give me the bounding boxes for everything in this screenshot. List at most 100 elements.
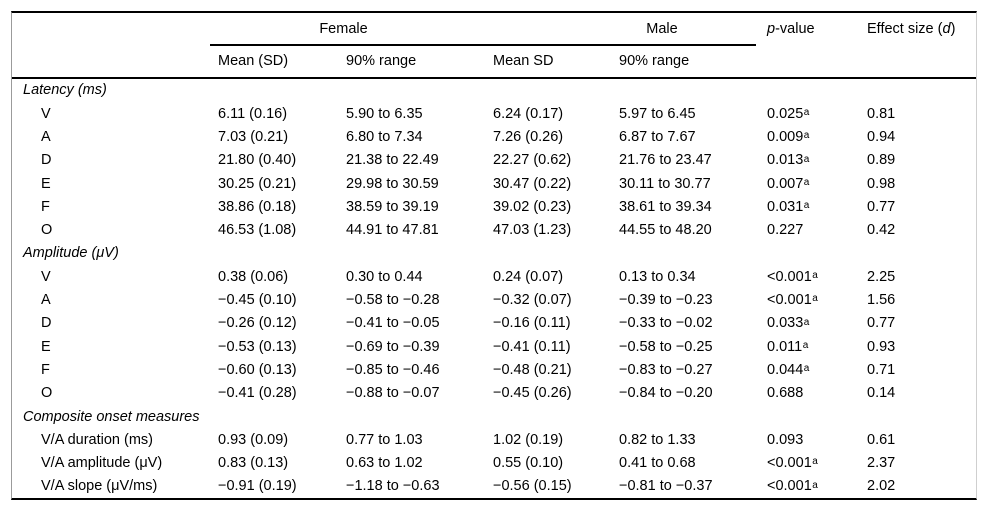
table-row: V/A duration (ms) 0.93 (0.09) 0.77 to 1.03… xyxy=(12,428,976,451)
p-value: 0.093 xyxy=(767,431,804,448)
female-mean-sd: −0.60 (0.13) xyxy=(218,361,297,378)
male-range: 0.13 to 0.34 xyxy=(619,268,696,285)
female-mean-sd: 30.25 (0.21) xyxy=(218,175,297,192)
p-value-header-rest: -value xyxy=(775,21,815,38)
female-mean-sd: −0.45 (0.10) xyxy=(218,292,297,309)
header-spacer xyxy=(767,46,867,77)
effect-size: 1.56 xyxy=(867,292,896,309)
effect-size-header: Effect size (d) xyxy=(867,13,976,46)
row-label: E xyxy=(41,338,51,355)
header-spacer xyxy=(12,13,218,46)
female-mean-sd: 0.83 (0.13) xyxy=(218,455,289,472)
male-range: 30.11 to 30.77 xyxy=(619,175,711,192)
row-label: D xyxy=(41,315,52,332)
male-mean-sd: 6.24 (0.17) xyxy=(493,105,564,122)
table-row: V 6.11 (0.16) 5.90 to 6.35 6.24 (0.17) 5.97 … xyxy=(12,102,976,125)
section-row: Latency (ms) xyxy=(12,79,976,102)
section-label: Composite onset measures xyxy=(23,408,200,425)
table-row: D 21.80 (0.40) 21.38 to 22.49 22.27 (0.62) 2… xyxy=(12,149,976,172)
male-mean-sd: −0.48 (0.21) xyxy=(493,361,572,378)
male-mean-sd: 0.24 (0.07) xyxy=(493,268,564,285)
table-row: E 30.25 (0.21) 29.98 to 30.59 30.47 (0.22) 3… xyxy=(12,172,976,195)
male-mean-sd: −0.41 (0.11) xyxy=(493,338,571,355)
effect-size: 2.25 xyxy=(867,268,896,285)
table-row: F −0.60 (0.13) −0.85 to −0.46 −0.48 (0.21) −… xyxy=(12,359,976,382)
header-sub-row: Mean (SD) 90% range Mean SD 90% range xyxy=(12,46,976,79)
male-range: −0.83 to −0.27 xyxy=(619,361,713,378)
effect-size: 0.98 xyxy=(867,175,896,192)
male-range: 0.82 to 1.33 xyxy=(619,431,696,448)
male-range: −0.81 to −0.37 xyxy=(619,478,713,495)
section-row: Amplitude (μV) xyxy=(12,242,976,265)
table-row: V 0.38 (0.06) 0.30 to 0.44 0.24 (0.07) 0.13 … xyxy=(12,265,976,288)
male-range: 21.76 to 23.47 xyxy=(619,152,712,169)
male-mean-sd: 47.03 (1.23) xyxy=(493,222,572,239)
male-mean-sd: 22.27 (0.62) xyxy=(493,152,572,169)
table-row: A 7.03 (0.21) 6.80 to 7.34 7.26 (0.26) 6.87 … xyxy=(12,126,976,149)
female-range: 0.77 to 1.03 xyxy=(346,431,423,448)
table-row: E −0.53 (0.13) −0.69 to −0.39 −0.41 (0.11) −… xyxy=(12,335,976,358)
p-value-header-italic: p xyxy=(767,21,776,38)
female-mean-sd: 21.80 (0.40) xyxy=(218,152,297,169)
male-range: −0.33 to −0.02 xyxy=(619,315,713,332)
row-label: V xyxy=(41,105,51,122)
female-range: 0.30 to 0.44 xyxy=(346,268,423,285)
male-mean-sd-header: Mean SD xyxy=(493,53,554,70)
header-spacer xyxy=(867,46,976,77)
row-label: F xyxy=(41,198,50,215)
row-label: V/A duration (ms) xyxy=(41,431,154,448)
female-range: −0.41 to −0.05 xyxy=(346,315,440,332)
female-mean-sd: 6.11 (0.16) xyxy=(218,105,288,122)
female-group-label: Female xyxy=(319,21,368,38)
row-label: V/A slope (μV/ms) xyxy=(41,478,158,495)
table-row: F 38.86 (0.18) 38.59 to 39.19 39.02 (0.23) 3… xyxy=(12,195,976,218)
section-label: Latency (ms) xyxy=(23,82,107,99)
male-range: −0.58 to −0.25 xyxy=(619,338,713,355)
table-row: D −0.26 (0.12) −0.41 to −0.05 −0.16 (0.11) −… xyxy=(12,312,976,335)
effect-size: 0.14 xyxy=(867,385,896,402)
row-label: F xyxy=(41,361,50,378)
row-label: D xyxy=(41,152,52,169)
male-mean-sd: −0.32 (0.07) xyxy=(493,292,572,309)
table-row: V/A amplitude (μV) 0.83 (0.13) 0.63 to 1.0… xyxy=(12,452,976,475)
row-label: O xyxy=(41,222,53,239)
effect-size: 0.81 xyxy=(867,105,896,122)
male-range: 44.55 to 48.20 xyxy=(619,222,712,239)
female-range: 38.59 to 39.19 xyxy=(346,198,439,215)
female-group-header: Female xyxy=(218,13,493,46)
p-value: <0.001 a xyxy=(767,478,818,495)
row-label: A xyxy=(41,292,51,309)
female-range: 44.91 to 47.81 xyxy=(346,222,439,239)
male-range: −0.84 to −0.20 xyxy=(619,385,713,402)
p-value: 0.009 a xyxy=(767,128,810,145)
male-mean-sd: −0.45 (0.26) xyxy=(493,385,572,402)
row-label: E xyxy=(41,175,51,192)
male-range: 38.61 to 39.34 xyxy=(619,198,712,215)
female-mean-sd: 7.03 (0.21) xyxy=(218,128,289,145)
female-range: 21.38 to 22.49 xyxy=(346,152,439,169)
p-value: 0.007 a xyxy=(767,175,810,192)
p-value: 0.033 a xyxy=(767,315,810,332)
table-body: Latency (ms) V 6.11 (0.16) 5.90 to 6.35 6.24… xyxy=(12,79,976,498)
female-mean-sd: −0.53 (0.13) xyxy=(218,338,297,355)
table-row: O −0.41 (0.28) −0.88 to −0.07 −0.45 (0.26) −… xyxy=(12,382,976,405)
section-label: Amplitude (μV) xyxy=(23,245,119,262)
male-range-header: 90% range xyxy=(619,53,690,70)
female-range: −1.18 to −0.63 xyxy=(346,478,440,495)
row-label: A xyxy=(41,128,51,145)
male-mean-sd: 39.02 (0.23) xyxy=(493,198,572,215)
row-label: O xyxy=(41,385,53,402)
p-value: <0.001 a xyxy=(767,455,818,472)
header-group-row: Female Male p -value Effect size (d) xyxy=(12,13,976,46)
male-mean-sd: 30.47 (0.22) xyxy=(493,175,572,192)
male-range: −0.39 to −0.23 xyxy=(619,292,713,309)
table-row: A −0.45 (0.10) −0.58 to −0.28 −0.32 (0.07) −… xyxy=(12,289,976,312)
row-label: V/A amplitude (μV) xyxy=(41,455,163,472)
female-mean-sd: 46.53 (1.08) xyxy=(218,222,297,239)
p-value: 0.025 a xyxy=(767,105,810,122)
effect-size: 0.89 xyxy=(867,152,896,169)
p-value: 0.011 a xyxy=(767,338,809,355)
group-underline-rule xyxy=(210,44,756,46)
female-mean-sd: −0.91 (0.19) xyxy=(218,478,297,495)
female-range: 0.63 to 1.02 xyxy=(346,455,423,472)
